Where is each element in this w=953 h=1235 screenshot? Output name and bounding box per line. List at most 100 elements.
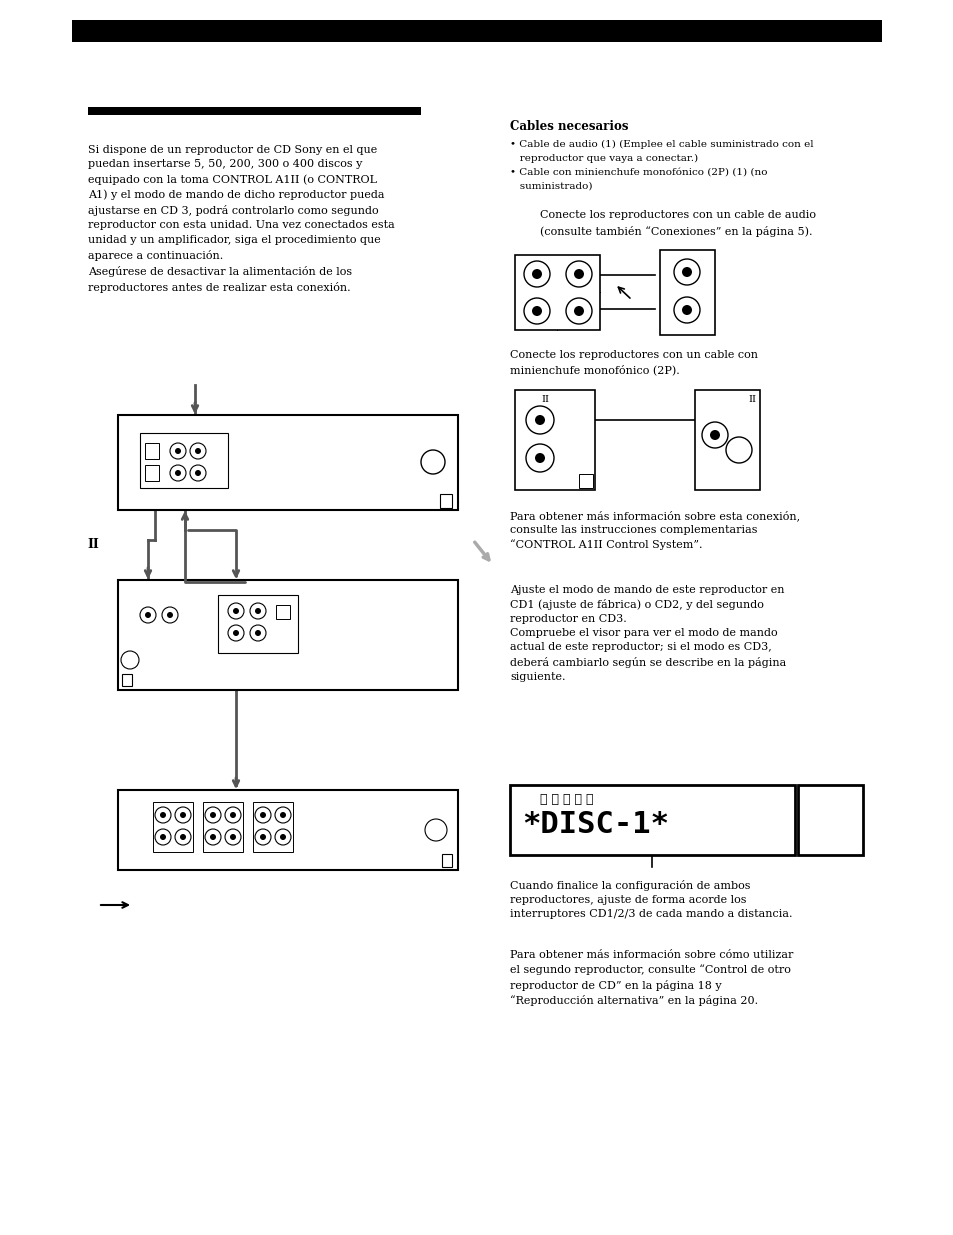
Circle shape bbox=[154, 829, 171, 845]
Circle shape bbox=[233, 608, 239, 614]
Circle shape bbox=[205, 829, 221, 845]
Circle shape bbox=[254, 829, 271, 845]
Circle shape bbox=[230, 811, 235, 818]
Circle shape bbox=[523, 298, 550, 324]
Circle shape bbox=[535, 415, 544, 425]
Circle shape bbox=[180, 834, 186, 840]
Text: Ajuste el modo de mando de este reproductor en
CD1 (ajuste de fábrica) o CD2, y : Ajuste el modo de mando de este reproduc… bbox=[510, 585, 785, 682]
Circle shape bbox=[280, 811, 286, 818]
Circle shape bbox=[701, 422, 727, 448]
Bar bbox=[515, 254, 599, 330]
Circle shape bbox=[274, 829, 291, 845]
Circle shape bbox=[254, 806, 271, 823]
Bar bbox=[218, 595, 297, 653]
Circle shape bbox=[170, 443, 186, 459]
Circle shape bbox=[205, 806, 221, 823]
Circle shape bbox=[420, 450, 444, 474]
Circle shape bbox=[194, 448, 201, 454]
Text: Conecte los reproductores con un cable con
minienchufe monofónico (2P).: Conecte los reproductores con un cable c… bbox=[510, 350, 758, 375]
Circle shape bbox=[145, 613, 151, 618]
Bar bbox=[695, 390, 760, 490]
Circle shape bbox=[174, 829, 191, 845]
Circle shape bbox=[535, 453, 544, 463]
Text: Para obtener más información sobre cómo utilizar
el segundo reproductor, consult: Para obtener más información sobre cómo … bbox=[510, 950, 793, 1007]
Circle shape bbox=[225, 829, 241, 845]
Circle shape bbox=[532, 306, 541, 316]
Text: II: II bbox=[540, 395, 548, 404]
Bar bbox=[203, 802, 243, 852]
Text: Conecte los reproductores con un cable de audio: Conecte los reproductores con un cable d… bbox=[539, 210, 815, 220]
Circle shape bbox=[210, 811, 215, 818]
Circle shape bbox=[140, 606, 156, 622]
Circle shape bbox=[532, 269, 541, 279]
Circle shape bbox=[280, 834, 286, 840]
Text: Para obtener más información sobre esta conexión,
consulte las instrucciones com: Para obtener más información sobre esta … bbox=[510, 510, 800, 550]
Circle shape bbox=[523, 261, 550, 287]
Bar bbox=[88, 107, 420, 115]
Bar bbox=[71, 20, 882, 42]
Circle shape bbox=[709, 430, 720, 440]
Circle shape bbox=[167, 613, 172, 618]
Circle shape bbox=[574, 306, 583, 316]
Bar bbox=[515, 390, 595, 490]
Circle shape bbox=[210, 834, 215, 840]
Bar bbox=[510, 785, 794, 855]
Circle shape bbox=[565, 298, 592, 324]
Text: suministrado): suministrado) bbox=[510, 182, 592, 191]
Circle shape bbox=[260, 811, 266, 818]
Text: Cuando finalice la configuración de ambos
reproductores, ajuste de forma acorde : Cuando finalice la configuración de ambo… bbox=[510, 881, 792, 919]
Bar bbox=[439, 494, 452, 508]
Text: • Cable de audio (1) (Emplee el cable suministrado con el: • Cable de audio (1) (Emplee el cable su… bbox=[510, 140, 813, 149]
Bar bbox=[145, 466, 159, 480]
Bar bbox=[118, 790, 457, 869]
Text: (consulte también “Conexiones” en la página 5).: (consulte también “Conexiones” en la pág… bbox=[539, 226, 812, 237]
Circle shape bbox=[121, 651, 139, 669]
Circle shape bbox=[160, 811, 166, 818]
Circle shape bbox=[681, 305, 691, 315]
Circle shape bbox=[254, 608, 261, 614]
Circle shape bbox=[230, 834, 235, 840]
Bar bbox=[118, 415, 457, 510]
Bar bbox=[140, 433, 228, 488]
Circle shape bbox=[233, 630, 239, 636]
Circle shape bbox=[565, 261, 592, 287]
Circle shape bbox=[228, 603, 244, 619]
Circle shape bbox=[160, 834, 166, 840]
Circle shape bbox=[170, 466, 186, 480]
Text: ∯ ∯ ∯ ∯ ∯: ∯ ∯ ∯ ∯ ∯ bbox=[539, 793, 593, 806]
Text: II: II bbox=[87, 538, 99, 552]
Circle shape bbox=[225, 806, 241, 823]
Circle shape bbox=[673, 296, 700, 324]
Circle shape bbox=[250, 603, 266, 619]
Circle shape bbox=[190, 466, 206, 480]
Circle shape bbox=[574, 269, 583, 279]
Circle shape bbox=[174, 448, 181, 454]
Bar bbox=[118, 580, 457, 690]
Circle shape bbox=[190, 443, 206, 459]
Circle shape bbox=[254, 630, 261, 636]
Circle shape bbox=[154, 806, 171, 823]
Circle shape bbox=[174, 806, 191, 823]
Circle shape bbox=[174, 471, 181, 475]
Text: • Cable con minienchufe monofónico (2P) (1) (no: • Cable con minienchufe monofónico (2P) … bbox=[510, 168, 767, 177]
Circle shape bbox=[228, 625, 244, 641]
Text: Cables necesarios: Cables necesarios bbox=[510, 120, 628, 133]
Bar bbox=[275, 605, 290, 619]
Circle shape bbox=[260, 834, 266, 840]
Circle shape bbox=[681, 267, 691, 277]
Bar bbox=[659, 249, 714, 335]
Bar bbox=[797, 785, 862, 855]
Text: II: II bbox=[747, 395, 755, 404]
Text: *DISC-1*: *DISC-1* bbox=[521, 810, 668, 839]
Bar bbox=[253, 802, 293, 852]
Bar bbox=[145, 443, 159, 459]
Circle shape bbox=[725, 437, 751, 463]
Bar bbox=[122, 674, 132, 685]
Circle shape bbox=[525, 406, 554, 433]
Circle shape bbox=[194, 471, 201, 475]
Circle shape bbox=[250, 625, 266, 641]
Bar bbox=[578, 474, 593, 488]
Circle shape bbox=[673, 259, 700, 285]
Circle shape bbox=[274, 806, 291, 823]
Circle shape bbox=[162, 606, 178, 622]
